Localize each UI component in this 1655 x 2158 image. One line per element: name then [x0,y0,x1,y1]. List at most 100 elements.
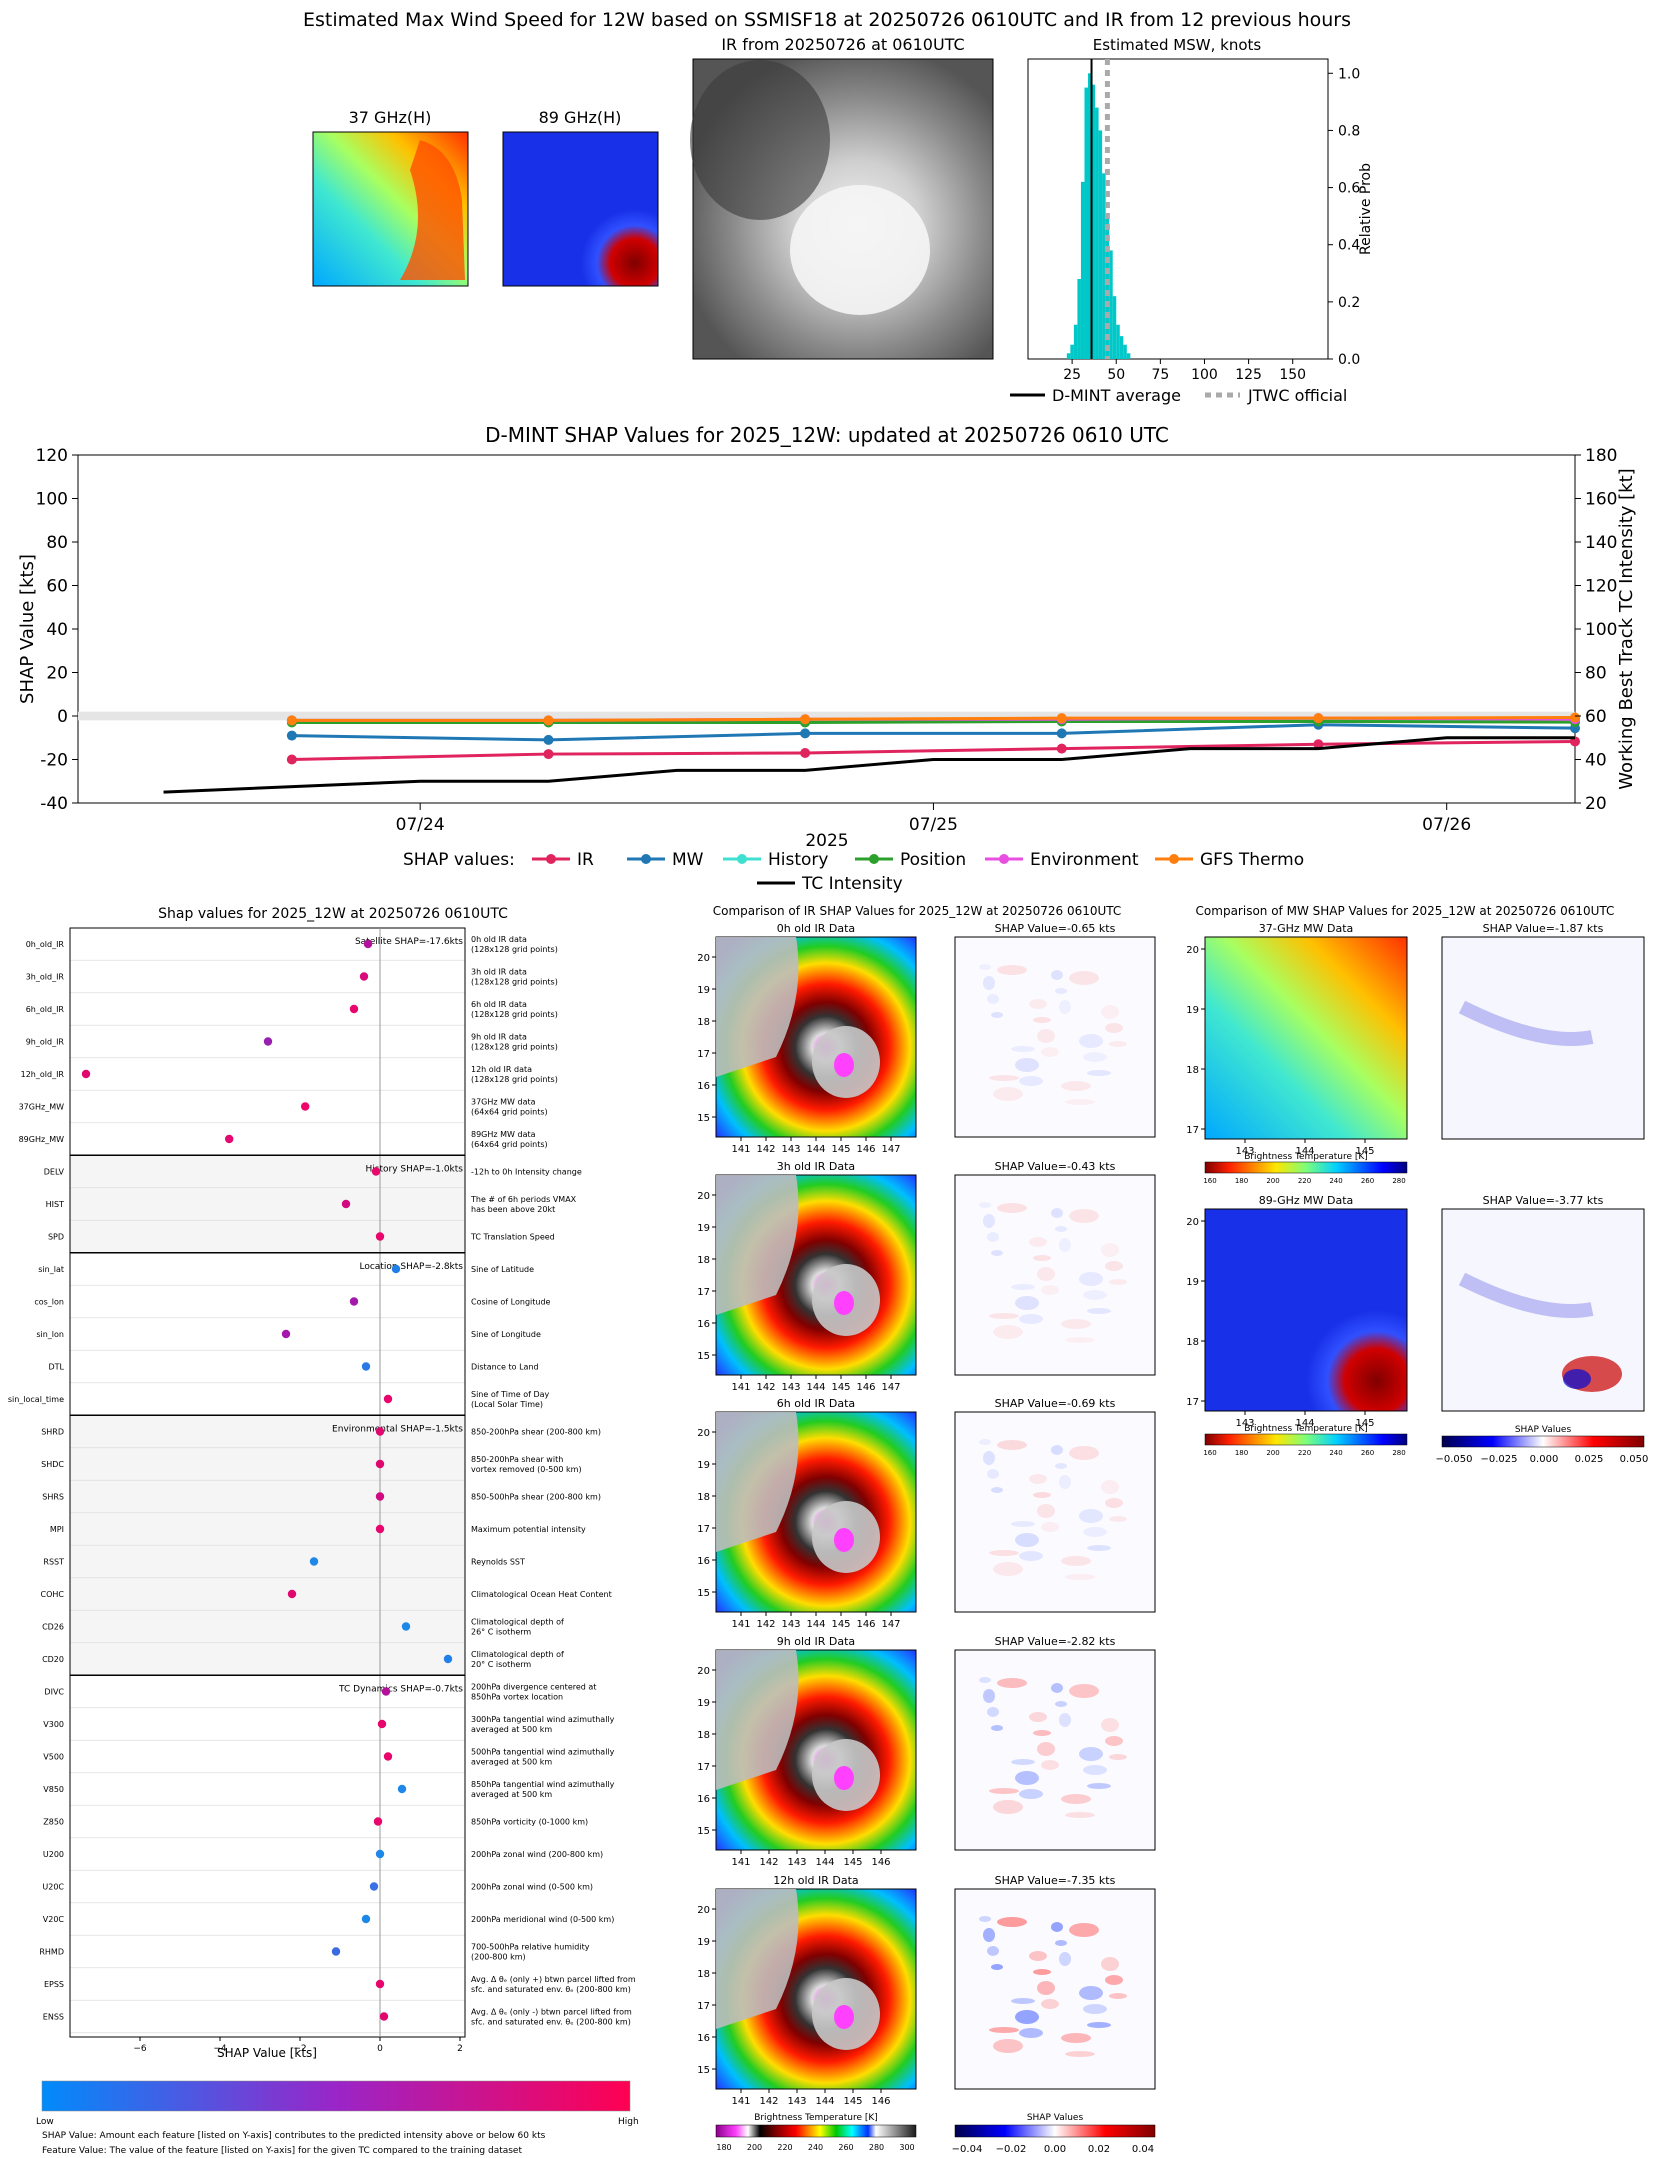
feature-name: SHRS [42,1493,64,1502]
feature-desc: vortex removed (0-500 km) [471,1465,582,1474]
irc-shap-blob [993,1087,1023,1101]
feature-desc: averaged at 500 km [471,1758,552,1767]
mwc-ytick-label: 17 [1186,1125,1199,1136]
feature-desc: Climatological Ocean Heat Content [471,1590,612,1599]
irc-shap-blob [1041,1760,1059,1770]
series-point [1313,713,1324,724]
sp-xtick-label: −2 [293,2044,306,2054]
feature-shap-point [281,1329,291,1339]
ir-top-panel: IR from 20250726 at 0610UTC [690,35,994,360]
irc-shap-blob [1079,1034,1103,1048]
irc-shap-blob [1087,1783,1111,1789]
feature-desc: Cosine of Longitude [471,1298,551,1307]
feature-name: sin_local_time [8,1395,64,1404]
feature-shap-point [341,1199,351,1209]
hist-ytick-label: 0.2 [1338,295,1360,311]
irc-shap-blob [1083,1052,1107,1062]
irc-shap-blob [1015,1771,1039,1785]
irc-ytick-label: 19 [697,1460,710,1471]
series-point [1056,713,1067,724]
ts-legend-marker [999,854,1009,864]
irc-shap-blob [1011,1046,1035,1052]
irc-shap-blob [997,1678,1027,1688]
irc-shap-blob [983,1928,995,1942]
irc-shap-blob [1109,1993,1127,1999]
irc-xtick-label: 145 [831,1382,850,1393]
irc-shap-blob [1065,1099,1095,1105]
irc-shap-blob [1059,1475,1071,1489]
mw89-panel: 89 GHz(H) [502,108,659,287]
feature-desc: -12h to 0h Intensity change [471,1168,582,1177]
group-shade [70,1155,465,1253]
irc-shap-blob [1011,1284,1035,1290]
feature-desc: 0h old IR data [471,935,527,944]
irc-shap-blob [1029,1237,1047,1247]
hist-bar [1112,296,1117,359]
ts-ytick-right-label: 40 [1585,751,1607,771]
irc-shap-blob [1019,1076,1043,1086]
irc-shap-blob [1051,1208,1063,1218]
irc-shap-blob [991,1487,1003,1493]
feature-shap-point [375,1427,385,1436]
feature-desc: (128x128 grid points) [471,978,558,987]
mwc-bt-cbar-tick: 180 [1235,1449,1248,1457]
feature-name: ENSS [43,2013,64,2022]
irc-shap-blob [1033,1017,1051,1023]
irc-ytick-label: 17 [697,2001,710,2012]
ir-comparison: Comparison of IR SHAP Values for 2025_12… [697,904,1156,2155]
irc-row-label: 12h old IR Data [773,1874,858,1887]
irc-bt-cbar-tick: 280 [869,2143,884,2152]
irc-shap-blob [1069,1209,1099,1223]
group-label: History SHAP=-1.0kts [366,1164,464,1174]
feature-shap-point [391,1264,401,1274]
feature-desc: 3h old IR data [471,968,527,977]
hist-xtick-label: 100 [1191,367,1218,383]
ts-ytick-right-label: 140 [1585,533,1617,553]
irc-shap-blob [1087,2022,1111,2028]
irc-xtick-label: 141 [731,2096,750,2107]
irc-ytick-label: 18 [697,1969,710,1980]
feature-desc: 300hPa tangential wind azimuthally [471,1715,615,1724]
irc-shap-blob [993,2039,1023,2053]
sp-xlabel: SHAP Value [kts] [217,2046,317,2060]
ts-ytick-right-label: 180 [1585,446,1617,466]
mwc-bt-colorbar [1204,1161,1408,1174]
series-point [800,747,811,758]
irc-ytick-label: 15 [697,1351,710,1362]
irc-ytick-label: 18 [697,1492,710,1503]
irc-shap-colorbar [954,2124,1156,2138]
irc-shap-label: SHAP Value=-0.69 kts [995,1397,1116,1410]
irc-shap-blob [983,1214,995,1228]
irc-shap-blob [991,1012,1003,1018]
irc-xtick-label: 145 [843,2096,862,2107]
mwc-shap-colorbar [1441,1435,1645,1448]
mwc-bt-cbar-tick: 260 [1361,1177,1374,1185]
irc-row-label: 0h old IR Data [777,922,855,935]
feature-shap-point [287,1589,297,1599]
feature-desc: (64x64 grid points) [471,1108,548,1117]
irc-xtick-label: 144 [815,2096,834,2107]
mwc-shap-label: SHAP Value=-1.87 kts [1483,922,1604,935]
feature-name: V20C [43,1915,65,1924]
feature-desc: 200hPa zonal wind (200-800 km) [471,1850,603,1859]
irc-shap-blob [1101,1718,1119,1732]
irc-shap-blob [991,1250,1003,1256]
feature-desc: Sine of Latitude [471,1265,534,1274]
sp-footnote-1: SHAP Value: Amount each feature [listed … [42,2131,546,2141]
irc-shap-blob [987,1232,999,1242]
feature-shap-point [225,1134,234,1144]
feature-desc: Avg. Δ θₑ (only +) btwn parcel lifted fr… [471,1975,636,1984]
hist-bar [1105,216,1110,359]
mwc-bt-cbar-tick: 240 [1329,1177,1342,1185]
feature-shap-point [397,1784,407,1794]
feature-name: HIST [46,1200,64,1209]
mw89-title: 89 GHz(H) [539,108,622,127]
feature-name: V300 [43,1720,64,1729]
series-point [800,728,811,739]
irc-shap-blob [1101,1005,1119,1019]
irc-xtick-label: 146 [871,2096,890,2107]
feature-name: sin_lat [38,1265,64,1274]
irc-shap-blob [993,1325,1023,1339]
hist-xtick-label: 75 [1151,367,1169,383]
irc-xtick-label: 146 [856,1382,875,1393]
